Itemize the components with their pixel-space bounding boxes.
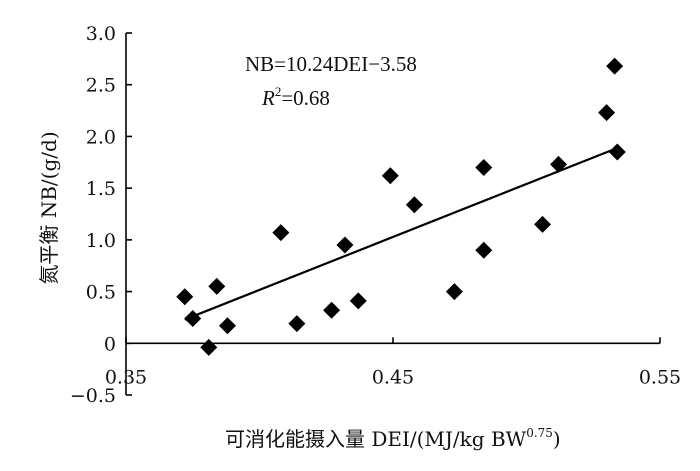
regression-equation: NB=10.24DEI−3.58 bbox=[245, 52, 417, 76]
data-point bbox=[336, 236, 354, 254]
y-tick-label: 3.0 bbox=[86, 23, 116, 45]
y-tick-label: 2.0 bbox=[86, 126, 116, 148]
y-axis-title: 氮平衡 NB/(g/d) bbox=[37, 131, 61, 284]
data-point bbox=[475, 158, 493, 176]
y-tick-label: 0 bbox=[104, 333, 116, 355]
data-point bbox=[176, 288, 194, 306]
data-point bbox=[272, 224, 290, 242]
y-tick-label: 2.5 bbox=[86, 75, 116, 97]
data-point bbox=[381, 167, 399, 185]
trendline bbox=[184, 146, 618, 321]
data-point bbox=[445, 283, 463, 301]
data-point bbox=[550, 155, 568, 173]
data-point bbox=[606, 57, 624, 75]
data-point bbox=[349, 292, 367, 310]
data-point bbox=[405, 196, 423, 214]
data-point bbox=[534, 215, 552, 233]
r-squared: R2=0.68 bbox=[261, 84, 330, 110]
y-tick-label: 1.0 bbox=[86, 230, 116, 252]
data-points bbox=[176, 57, 626, 356]
data-point bbox=[323, 301, 341, 319]
y-tick-label: −0.5 bbox=[70, 385, 116, 407]
x-axis-title: 可消化能摄入量 DEI/(MJ/kg BW0.75) bbox=[225, 426, 561, 451]
x-ticks: 0.35 0.45 0.55 bbox=[105, 337, 681, 388]
data-point bbox=[208, 277, 226, 295]
data-point bbox=[184, 309, 202, 327]
data-point bbox=[598, 104, 616, 122]
y-tick-label: 1.5 bbox=[86, 178, 116, 200]
data-point bbox=[200, 338, 218, 356]
data-point bbox=[288, 315, 306, 333]
y-ticks: −0.5 0 0.5 1.0 1.5 2.0 2.5 3.0 bbox=[70, 23, 132, 407]
data-point bbox=[218, 317, 236, 335]
x-tick-label: 0.35 bbox=[105, 366, 147, 388]
x-tick-label: 0.45 bbox=[372, 366, 414, 388]
y-tick-label: 0.5 bbox=[86, 282, 116, 304]
data-point bbox=[608, 143, 626, 161]
x-tick-label: 0.55 bbox=[639, 366, 681, 388]
data-point bbox=[475, 241, 493, 259]
